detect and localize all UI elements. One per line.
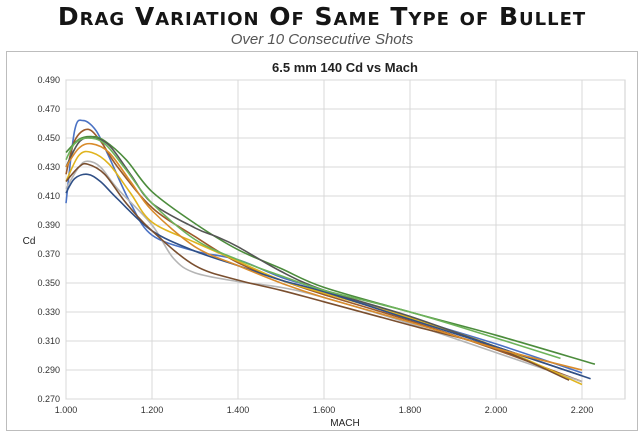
x-tick-label: 1.400 [227,405,250,415]
series-line-shot-10 [65,142,583,371]
series-line-shot-5 [65,150,583,386]
x-tick-label: 1.200 [141,405,164,415]
grid-lines [65,79,625,400]
page-headline: Drag Variation Of Same Type of Bullet [57,2,587,31]
y-tick-label: 0.430 [37,162,60,172]
y-tick-label: 0.270 [37,394,60,404]
x-tick-label: 1.800 [399,405,422,415]
y-tick-label: 0.370 [37,249,60,259]
chart-frame: 0.270 0.290 0.310 0.330 0.350 0.370 0.390 0.410… [6,51,638,431]
x-tick-label: 2.000 [485,405,508,415]
y-tick-label: 0.310 [37,336,60,346]
series-line-shot-7 [65,173,591,380]
series-line-shot-2 [65,128,583,383]
series-line-shot-8 [65,162,570,381]
plot-area [65,79,626,400]
y-tick-label: 0.330 [37,307,60,317]
y-tick-label: 0.470 [37,104,60,114]
series-group [65,119,596,386]
y-axis-label: Cd [23,236,36,247]
y-tick-label: 0.490 [37,75,60,85]
y-tick-label: 0.410 [37,191,60,201]
y-tick-label: 0.350 [37,278,60,288]
y-tick-label: 0.390 [37,220,60,230]
line-chart: 0.270 0.290 0.310 0.330 0.350 0.370 0.390 0.410… [23,60,626,429]
x-tick-label: 1.000 [55,405,78,415]
y-tick-label: 0.450 [37,133,60,143]
x-tick-label: 1.600 [313,405,336,415]
x-tick-label: 2.200 [571,405,594,415]
page-subtitle: Over 10 Consecutive Shots [230,31,414,48]
series-line-shot-9 [65,137,561,360]
x-axis-label: MACH [330,418,359,429]
series-line-shot-4 [65,160,583,383]
chart-title: 6.5 mm 140 Cd vs Mach [272,60,418,75]
y-tick-label: 0.290 [37,365,60,375]
axis-ticks: 0.270 0.290 0.310 0.330 0.350 0.370 0.390 0.410… [37,75,593,415]
